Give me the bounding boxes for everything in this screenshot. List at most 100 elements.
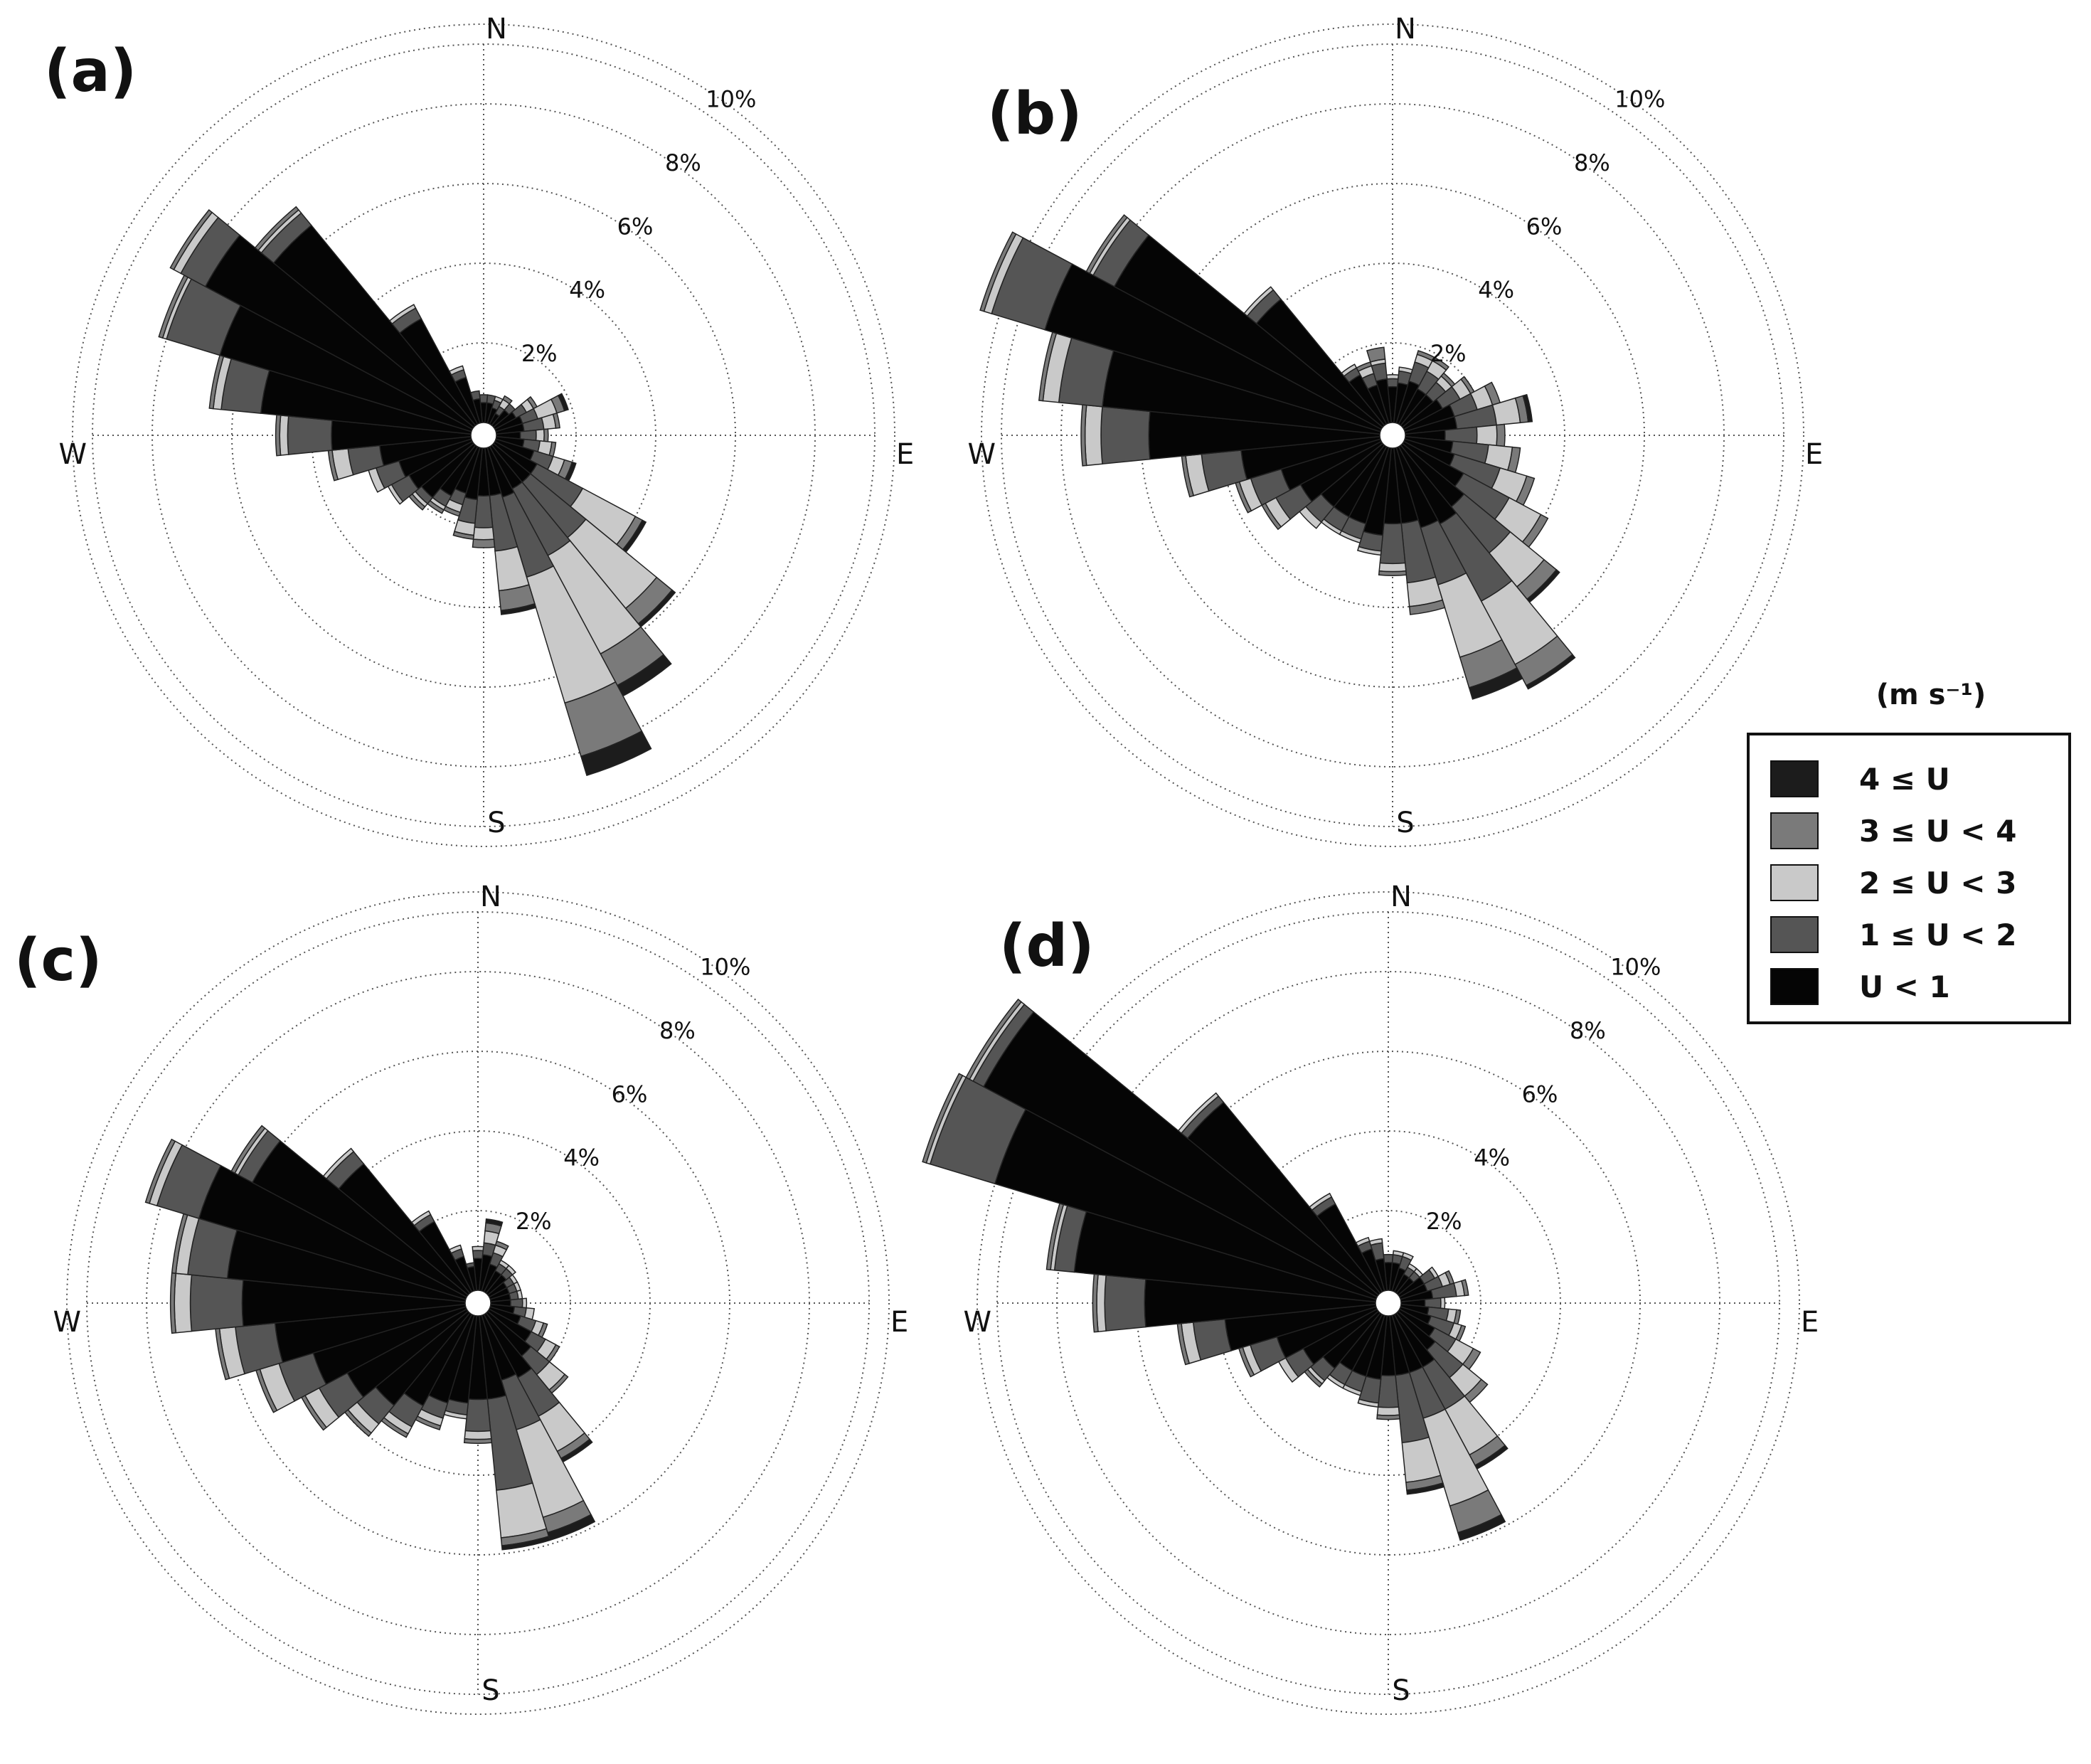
ring-label-4: 4% (1474, 1144, 1510, 1171)
ring-10pct (977, 891, 1800, 1715)
direction-label-s: S (1396, 807, 1414, 839)
wedge-dir3-bin3 (1431, 356, 1449, 371)
legend-label-1-2: 1 ≤ U < 2 (1859, 918, 2016, 952)
wedge-dir8-bin3 (543, 428, 549, 442)
wedge-dir8-bin2 (535, 428, 545, 442)
direction-label-w: W (963, 1306, 991, 1339)
ring-label-6: 6% (612, 1080, 648, 1107)
wedge-dir29-bin2 (388, 304, 417, 325)
wedge-dir27-bin3 (169, 209, 213, 271)
wedge-dir24-bin1 (1104, 1275, 1146, 1332)
wedge-dir28-bin3 (254, 206, 299, 251)
wedge-dir15-bin4 (1406, 1482, 1445, 1495)
wedge-dir15-bin4 (501, 1536, 551, 1551)
wedge-dir16-bin3 (463, 1438, 493, 1444)
panel-label: (c) (14, 927, 102, 994)
wedge-dir24-bin1 (189, 1274, 244, 1332)
wedge-dir0-bin1 (472, 1250, 484, 1260)
center-hole (1375, 1290, 1402, 1317)
wedge-dir26-bin3 (979, 231, 1017, 312)
wedge-dir27-bin3 (230, 1125, 266, 1174)
direction-label-s: S (1392, 1674, 1410, 1707)
center-hole (1379, 422, 1406, 449)
ring-label-2: 2% (1430, 340, 1467, 367)
wind-rose-panel-c: 2% 4% 6% 8% 10% N E S W (c) (14, 881, 908, 1715)
wedge-dir8-bin2 (521, 1297, 528, 1309)
direction-label-w: W (53, 1306, 81, 1339)
wedge-dir0-bin1 (1386, 378, 1399, 388)
wedge-dir26-bin3 (144, 1138, 176, 1204)
legend-swatch-4-plus (1770, 760, 1819, 797)
direction-label-n: N (1390, 881, 1412, 913)
wedge-dir28-bin2 (1177, 1092, 1220, 1135)
legend-label-4-plus: 4 ≤ U (1859, 762, 1950, 797)
ring-label-8: 8% (1570, 1017, 1606, 1044)
ring-label-2: 2% (516, 1208, 552, 1235)
legend-swatch-2-3 (1770, 864, 1819, 901)
wedge-dir7-bin4 (1522, 393, 1533, 423)
wedge-dir16-bin2 (1378, 562, 1407, 573)
wedge-dir29-bin2 (1309, 1192, 1333, 1211)
legend-label-2-3: 2 ≤ U < 3 (1859, 866, 2016, 900)
panel-label: (d) (999, 913, 1095, 980)
wedge-dir4-bin2 (505, 1265, 516, 1276)
legend-title: (m s⁻¹) (1876, 679, 1986, 711)
wedge-dir16-bin3 (1376, 1414, 1400, 1420)
ring-label-4: 4% (563, 1144, 600, 1171)
wedge-dir17-bin2 (1357, 1398, 1380, 1408)
wedge-dir16-bin1 (464, 1398, 491, 1433)
ring-label-6: 6% (1522, 1080, 1558, 1107)
direction-label-n: N (480, 881, 501, 913)
ring-label-2: 2% (1426, 1208, 1462, 1235)
wedge-dir0-bin2 (1385, 374, 1400, 380)
ring-label-6: 6% (1526, 213, 1563, 240)
legend-label-3-4: 3 ≤ U < 4 (1859, 814, 2016, 849)
wind-rose-panel-b: 2% 4% 6% 8% 10% N E S W (b) (967, 13, 1823, 847)
wedge-dir31-bin1 (465, 1262, 475, 1269)
wedge-dir8-bin2 (1476, 424, 1498, 447)
direction-label-w: W (967, 438, 996, 471)
legend-swatch-below-1 (1770, 968, 1819, 1005)
wedge-dir14-bin4 (1468, 666, 1523, 700)
wedge-dir2-bin3 (494, 1240, 509, 1250)
ring-label-10: 10% (700, 953, 750, 980)
wedge-dir26-bin3 (922, 1073, 964, 1164)
direction-label-n: N (486, 13, 507, 46)
wedge-dir28-bin2 (1243, 286, 1275, 317)
wedge-dir30-bin2 (1355, 1236, 1371, 1247)
wedge-dir17-bin2 (1356, 546, 1382, 556)
ring-10pct (72, 23, 895, 847)
ring-label-2: 2% (521, 340, 558, 367)
center-hole (470, 422, 497, 449)
legend: (m s⁻¹) 4 ≤ U 3 ≤ U < 4 2 ≤ U < 3 1 ≤ U … (1747, 679, 2071, 1024)
ring-label-6: 6% (617, 213, 654, 240)
wedge-dir24-bin3 (275, 414, 282, 457)
ring-label-8: 8% (1574, 149, 1610, 176)
wedge-dir15-bin4 (500, 602, 537, 615)
wedge-dir16-bin2 (1376, 1406, 1400, 1416)
wedge-dir6-bin4 (557, 393, 569, 412)
direction-label-s: S (481, 1674, 499, 1707)
ring-label-10: 10% (1610, 953, 1661, 980)
direction-label-e: E (890, 1306, 908, 1339)
panel-label: (b) (987, 80, 1082, 148)
wedge-dir17-bin3 (452, 531, 475, 540)
direction-label-w: W (58, 438, 87, 471)
legend-label-below-1: U < 1 (1859, 969, 1950, 1004)
wedge-dir31-bin3 (1366, 346, 1386, 363)
direction-label-e: E (896, 438, 914, 471)
wedge-dir3-bin3 (501, 395, 513, 405)
wedge-dir24-bin2 (279, 415, 289, 456)
wedge-dir14-bin4 (580, 730, 652, 777)
wedge-dir14-bin4 (1457, 1514, 1506, 1541)
wedge-dir24-bin1 (1100, 405, 1151, 465)
ring-label-10: 10% (1614, 85, 1665, 112)
wedge-dir24-bin2 (1096, 1273, 1107, 1333)
wedge-dir13-bin4 (1525, 654, 1576, 690)
wind-rose-panel-d: 2% 4% 6% 8% 10% N E S W (d) (922, 881, 1819, 1715)
wedge-dir15-bin3 (1408, 599, 1446, 615)
wedge-dir28-bin2 (322, 1147, 355, 1180)
ring-label-4: 4% (569, 277, 605, 304)
wedge-dir16-bin2 (472, 526, 495, 541)
